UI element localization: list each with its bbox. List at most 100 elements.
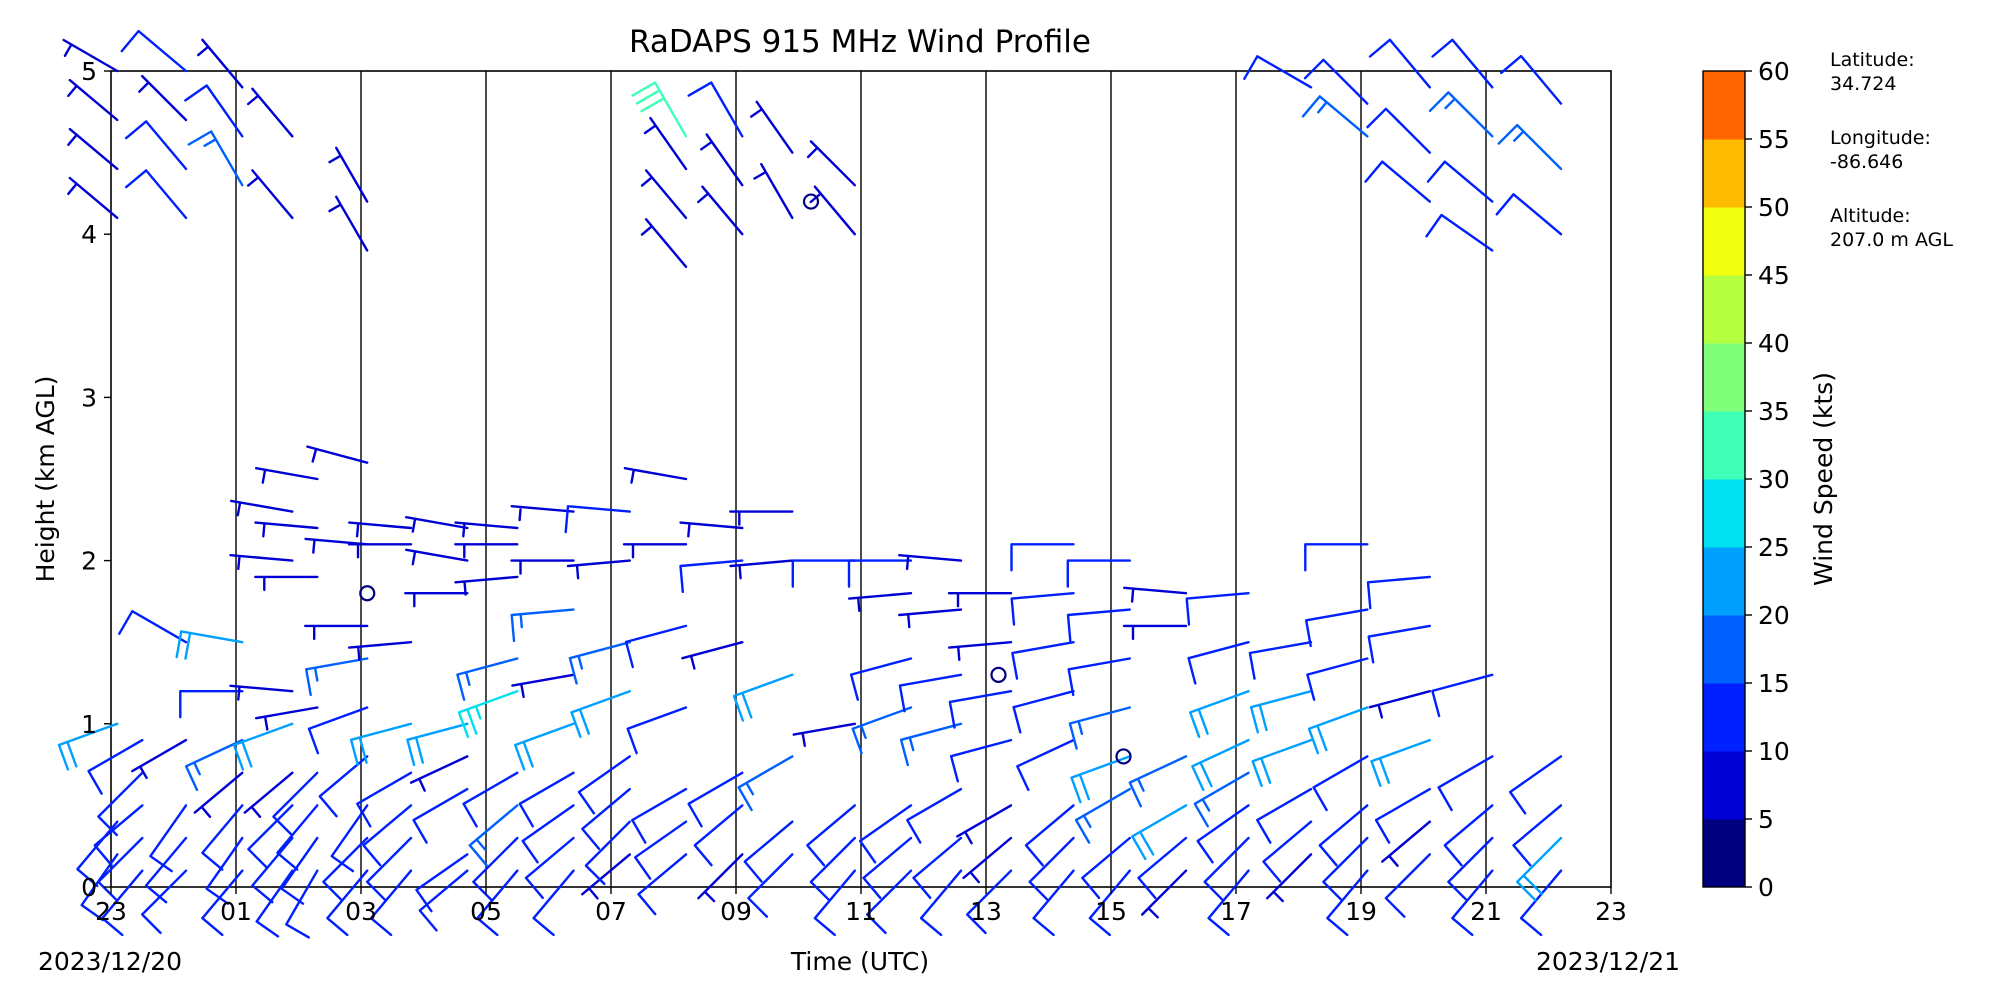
wind-barb	[347, 543, 413, 559]
wind-barb	[1203, 836, 1250, 902]
wind-barb	[510, 559, 575, 575]
calm-circle	[802, 193, 820, 210]
wind-barb	[570, 690, 631, 738]
wind-barb	[305, 657, 369, 697]
wind-barb	[406, 722, 469, 767]
day-dividers	[235, 71, 1487, 887]
wind-barb	[700, 133, 744, 187]
wind-barb	[409, 755, 469, 792]
wind-barb	[247, 804, 294, 869]
longitude-value: -86.646	[1830, 151, 1904, 173]
wind-barb	[97, 771, 144, 837]
altitude-label: Altitude:	[1830, 205, 1911, 227]
wind-barb	[1368, 690, 1431, 719]
wind-barb	[898, 608, 963, 629]
y-axis-label: Height (km AGL)	[31, 376, 60, 583]
wind-barb	[622, 543, 688, 559]
wind-barb	[57, 722, 119, 771]
wind-barb	[93, 804, 144, 867]
wind-barb	[511, 673, 575, 698]
wind-barb	[276, 804, 319, 871]
wind-barb	[120, 29, 188, 73]
wind-barb	[1305, 608, 1369, 648]
x-tick-label: 03	[345, 897, 377, 926]
wind-barb	[687, 81, 744, 138]
wind-barb	[255, 467, 319, 484]
wind-barb	[947, 592, 1013, 608]
wind-barb	[697, 853, 744, 903]
wind-barb	[1122, 624, 1188, 641]
wind-barb	[791, 559, 856, 588]
wind-barb	[247, 87, 294, 138]
x-tick-label: 01	[220, 897, 252, 926]
date-end-label: 2023/12/21	[1536, 947, 1680, 976]
wind-barb	[1447, 836, 1494, 902]
y-tick-label: 0	[81, 873, 97, 902]
wind-barb	[272, 771, 319, 837]
wind-barb	[67, 176, 119, 220]
wind-barb	[97, 836, 144, 902]
wind-barb	[948, 690, 1013, 729]
wind-barb	[1128, 755, 1188, 808]
y-tick-label: 5	[81, 57, 97, 86]
wind-barb	[349, 722, 413, 767]
wind-barb	[179, 690, 244, 719]
wind-barb	[201, 804, 244, 871]
wind-barb	[1370, 738, 1431, 787]
wind-barb	[1364, 160, 1431, 203]
wind-barb	[1312, 755, 1369, 812]
wind-barb	[1425, 213, 1494, 252]
wind-barb	[1066, 559, 1131, 588]
wind-barb	[1141, 869, 1188, 919]
wind-barb	[330, 804, 369, 873]
wind-barb	[729, 510, 794, 526]
wind-barb	[577, 755, 631, 815]
wind-barb	[1088, 869, 1131, 937]
wind-barb	[1024, 804, 1075, 867]
wind-barb	[732, 673, 794, 722]
wind-barb	[851, 706, 913, 755]
wind-barb	[1067, 657, 1131, 697]
wind-barb	[679, 521, 744, 538]
colorbar-segment	[1703, 411, 1745, 480]
x-tick-label: 05	[470, 897, 502, 926]
wind-barb	[328, 195, 369, 252]
wind-barb	[366, 836, 413, 902]
colorbar-tick-label: 5	[1758, 805, 1774, 834]
x-tick-label: 19	[1345, 897, 1377, 926]
wind-barb	[581, 853, 631, 900]
wind-barb	[1189, 690, 1250, 738]
colorbar-segment	[1703, 139, 1745, 208]
calm-markers	[359, 193, 1132, 765]
wind-barb	[806, 804, 856, 867]
wind-barb	[328, 146, 369, 203]
latitude-value: 34.724	[1830, 73, 1897, 95]
wind-barb	[1070, 755, 1131, 804]
chart-title: RaDAPS 915 MHz Wind Profile	[629, 24, 1091, 60]
wind-barb	[404, 592, 469, 608]
wind-barb	[1322, 836, 1369, 902]
wind-barb	[806, 140, 856, 187]
wind-barb	[1010, 543, 1075, 572]
wind-barb	[456, 657, 519, 701]
wind-barb	[230, 499, 294, 517]
wind-barb	[1306, 657, 1369, 701]
wind-barb	[1249, 690, 1313, 734]
wind-barb	[737, 755, 794, 812]
colorbar-label: Wind Speed (kts)	[1809, 372, 1838, 586]
wind-barb	[898, 673, 963, 713]
wind-barb	[849, 657, 913, 701]
wind-barb	[1187, 641, 1250, 685]
wind-barb	[1243, 55, 1313, 89]
wind-barb	[405, 548, 469, 566]
wind-barb	[1437, 755, 1494, 812]
latitude-label: Latitude:	[1830, 49, 1915, 71]
wind-barb	[418, 869, 469, 932]
wind-barb	[1081, 836, 1131, 899]
y-tick-label: 1	[81, 710, 97, 739]
wind-barb	[472, 836, 519, 902]
wind-barb	[118, 610, 188, 644]
wind-barb	[898, 554, 963, 571]
wind-barb	[532, 869, 575, 937]
